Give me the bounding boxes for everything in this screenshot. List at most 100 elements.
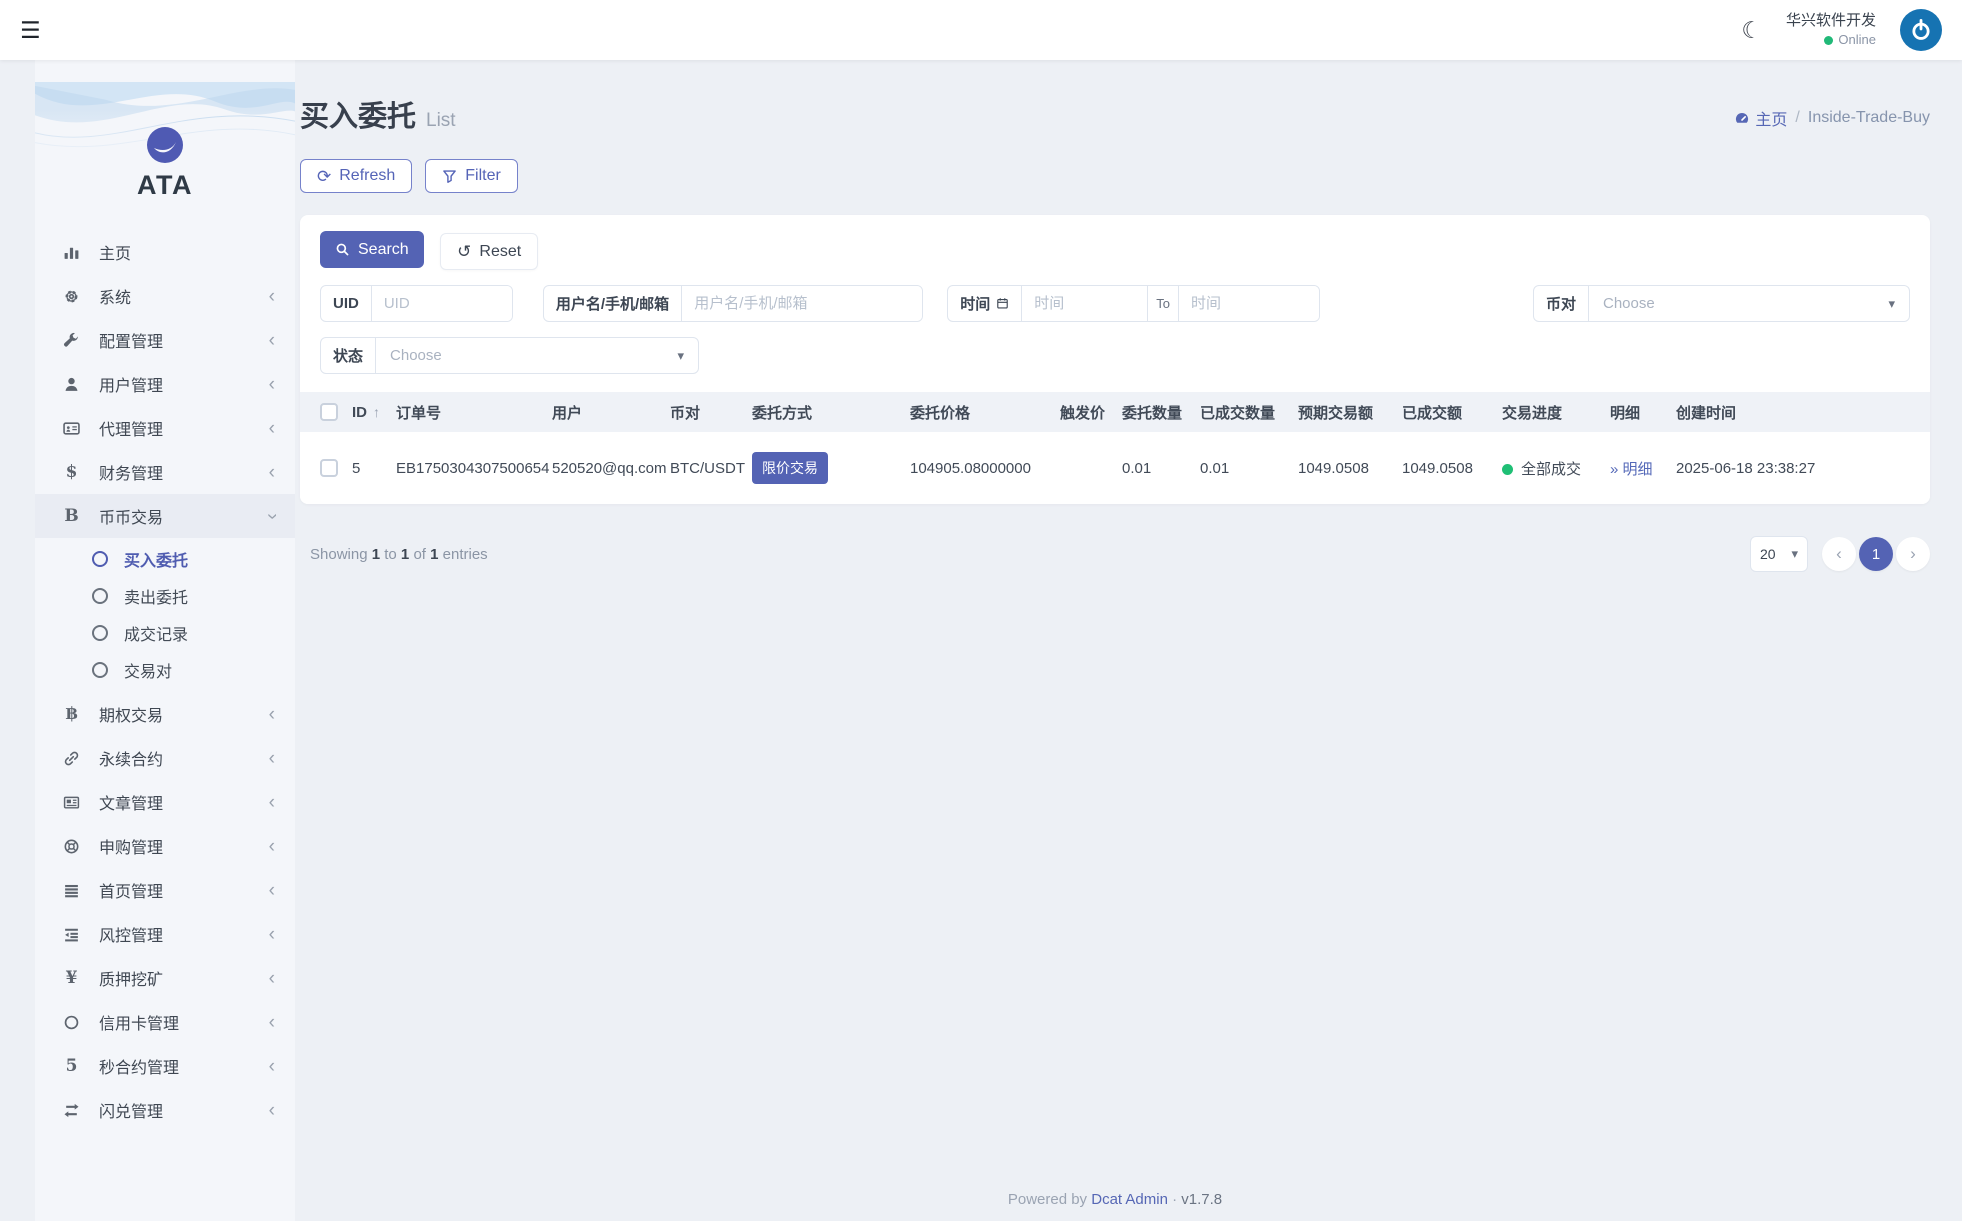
sidebar-subitem-成交记录[interactable]: 成交记录 [35,614,295,651]
grid-card: Search ↺ Reset UID 用户名/手机/邮箱 [300,215,1930,504]
sidebar-item-flash-swap[interactable]: 闪兑管理 ‹ [35,1088,295,1132]
select-all-checkbox[interactable] [320,403,338,421]
search-button[interactable]: Search [320,231,424,268]
hamburger-menu-icon[interactable]: ☰ [20,16,41,43]
uid-field-label: UID [321,286,372,321]
chevron-left-icon: ‹ [268,791,275,813]
sort-asc-icon[interactable]: ↑ [373,403,380,420]
caret-down-icon: ▾ [677,347,685,363]
chevron-left-icon: ‹ [268,329,275,351]
time-end-input[interactable] [1178,286,1319,321]
user-avatar[interactable] [1900,9,1942,51]
filter-funnel-icon [443,169,457,183]
sidebar-item-homepage[interactable]: 首页管理 ‹ [35,868,295,912]
progress-label: 全部成交 [1521,460,1582,478]
reset-button[interactable]: ↺ Reset [440,233,539,270]
col-expected-total: 预期交易额 [1292,392,1396,432]
refresh-label: Refresh [339,167,396,184]
sidebar-item-label: 闪兑管理 [99,1104,164,1121]
time-field-label: 时间 [948,286,1023,321]
dcat-admin-link[interactable]: Dcat Admin [1091,1191,1168,1208]
sidebar-menu: 主页 系统 ‹ 配置管理 ‹ 用户管理 ‹ 代理管理 ‹ $ 财务管理 ‹ B 币币交易 ‹ 买入委托 卖出委托… [35,230,295,1132]
pair-select[interactable]: Choose ▾ [1589,286,1909,321]
sidebar-item-spot-trade[interactable]: B 币币交易 ‹ [35,494,295,538]
link-icon [58,750,85,767]
cell-filled-total: 1049.0508 [1396,432,1496,504]
page-subtitle: List [426,110,456,131]
sidebar-item-staking[interactable]: ¥ 质押挖矿 ‹ [35,956,295,1000]
sidebar-item-config[interactable]: 配置管理 ‹ [35,318,295,362]
gear-icon [58,288,85,305]
sidebar-item-label: 申购管理 [99,840,164,857]
showing-entries-text: Showing 1 to 1 of 1 entries [310,545,488,563]
col-filled-amount: 已成交数量 [1194,392,1292,432]
newspaper-icon [58,794,85,811]
refresh-button[interactable]: ⟳ Refresh [300,159,413,193]
time-start-input[interactable] [1022,286,1148,321]
row-checkbox[interactable] [320,459,338,477]
detail-link-label: 明细 [1622,460,1653,478]
sidebar-item-system[interactable]: 系统 ‹ [35,274,295,318]
sidebar-subitem-买入委托[interactable]: 买入委托 [35,540,295,577]
breadcrumb-current: Inside-Trade-Buy [1807,109,1930,126]
next-page-button[interactable]: › [1896,537,1930,571]
sidebar-subitem-交易对[interactable]: 交易对 [35,651,295,688]
prev-page-button[interactable]: ‹ [1822,537,1856,571]
filter-button[interactable]: Filter [425,159,518,193]
sidebar: ATA 主页 系统 ‹ 配置管理 ‹ 用户管理 ‹ 代理管理 ‹ $ 财务管理 ‹ B 币币交易 ‹ 买入委托… [35,60,295,1221]
orders-table: ID ↑ 订单号 用户 币对 委托方式 委托价格 触发价 委托数量 已成交数量 预… [300,392,1930,504]
sidebar-item-subscribe[interactable]: 申购管理 ‹ [35,824,295,868]
sidebar-item-label: 主页 [99,246,132,263]
chevron-left-icon: ‹ [268,1055,275,1077]
table-header-row: ID ↑ 订单号 用户 币对 委托方式 委托价格 触发价 委托数量 已成交数量 预… [300,392,1930,432]
footer: Powered by Dcat Admin · v1.7.8 [300,1191,1930,1208]
status-select[interactable]: Choose ▾ [376,338,698,373]
bold-b-icon: B [64,506,79,526]
top-navbar: ☰ ☾ 华兴软件开发 Online [0,0,1962,60]
brand-logo [147,127,183,163]
breadcrumb-home-link[interactable]: 主页 [1734,106,1787,130]
sidebar-item-label: 期权交易 [99,708,164,725]
sidebar-item-home[interactable]: 主页 [35,230,295,274]
sidebar-item-label: 信用卡管理 [99,1016,180,1033]
sidebar-item-users[interactable]: 用户管理 ‹ [35,362,295,406]
user-info[interactable]: 华兴软件开发 Online [1786,11,1876,49]
sidebar-item-articles[interactable]: 文章管理 ‹ [35,780,295,824]
sidebar-item-seconds[interactable]: 5 秒合约管理 ‹ [35,1044,295,1088]
sidebar-item-creditcard[interactable]: 信用卡管理 ‹ [35,1000,295,1044]
sidebar-item-agents[interactable]: 代理管理 ‹ [35,406,295,450]
sidebar-item-label: 币币交易 [99,510,164,527]
per-page-select[interactable]: 20 ▾ [1750,536,1808,572]
online-status-dot [1824,35,1834,45]
detail-link[interactable]: » 明细 [1610,461,1653,478]
sidebar-item-options[interactable]: ฿ 期权交易 ‹ [35,692,295,736]
chevron-left-icon: ‹ [268,373,275,395]
cell-order-type: 限价交易 [746,432,904,504]
main-content: 买入委托 List 主页 / Inside-Trade-Buy ⟳ Refres… [300,60,1930,1221]
sidebar-item-label: 财务管理 [99,466,164,483]
sidebar-item-finance[interactable]: $ 财务管理 ‹ [35,450,295,494]
chart-bar-icon [58,244,85,261]
uid-input[interactable] [371,286,512,321]
breadcrumb-separator: / [1795,109,1800,126]
current-page-button[interactable]: 1 [1859,537,1893,571]
double-angle-icon: » [1610,460,1619,478]
dark-mode-toggle-moon-icon[interactable]: ☾ [1741,16,1762,43]
sidebar-item-risk[interactable]: 风控管理 ‹ [35,912,295,956]
sidebar-item-perpetual[interactable]: 永续合约 ‹ [35,736,295,780]
caret-down-icon: ▾ [1791,546,1798,561]
list-icon [58,882,85,899]
per-page-value: 20 [1760,546,1776,562]
chevron-left-icon: ‹ [268,747,275,769]
sidebar-item-label: 永续合约 [99,752,164,769]
user-input[interactable] [682,286,923,321]
sidebar-item-label: 配置管理 [99,334,164,351]
search-label: Search [358,240,409,258]
chevron-left-icon: ‹ [268,417,275,439]
yen-icon: ¥ [65,968,78,988]
dashboard-icon [1736,112,1749,123]
chevron-left-icon: ‹ [268,835,275,857]
reset-label: Reset [479,242,522,260]
circle-icon [92,661,108,678]
sidebar-subitem-卖出委托[interactable]: 卖出委托 [35,577,295,614]
